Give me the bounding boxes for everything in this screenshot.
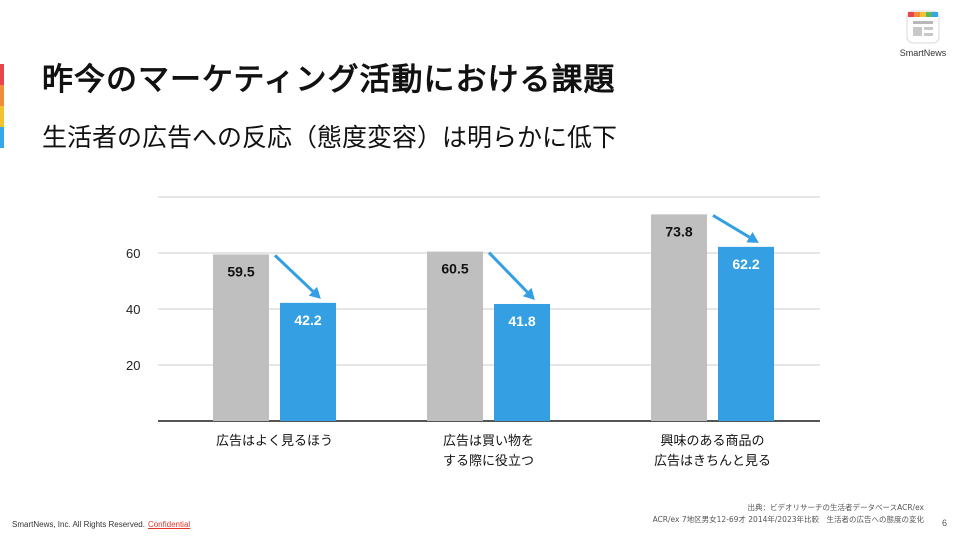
page-number: 6 [942, 518, 948, 528]
bar-value-label: 42.2 [294, 312, 321, 328]
confidential-link[interactable]: Confidential [147, 520, 191, 529]
decline-arrow [273, 254, 314, 293]
bar-value-label: 73.8 [665, 223, 692, 239]
y-tick-label: 40 [126, 302, 140, 317]
accent-strip-red [0, 64, 4, 85]
category-label: する際に役立つ [443, 454, 534, 469]
bar [280, 302, 336, 421]
bar-value-label: 41.8 [508, 313, 535, 329]
page-subtitle: 生活者の広告への反応（態度変容）は明らかに低下 [42, 123, 618, 152]
accent-strip-yellow [0, 106, 4, 127]
category-label: 広告はきちんと見る [654, 454, 771, 469]
y-tick-label: 60 [126, 246, 140, 261]
decline-arrow-head [308, 286, 321, 299]
source-note: 出典：ビデオリサーチの生活者データベースACR/ex ACR/ex 7地区男女1… [653, 502, 924, 526]
page-title: 昨今のマーケティング活動における課題 [42, 62, 616, 98]
accent-strip-orange [0, 85, 4, 106]
bar [718, 246, 774, 421]
decline-arrow-head [522, 287, 535, 300]
y-axis-ticks: 20 40 60 [126, 246, 140, 373]
smartnews-logo: SmartNews [894, 10, 952, 58]
bar [651, 214, 707, 421]
bars [213, 214, 774, 421]
category-label: 広告はよく見るほう [216, 434, 333, 449]
bar [494, 303, 550, 421]
decline-arrows [273, 214, 759, 300]
source-line-2: ACR/ex 7地区男女12-69才 2014年/2023年比較 生活者の広告へ… [652, 515, 924, 524]
footer-copyright: SmartNews, Inc. All Rights Reserved. [12, 520, 145, 529]
bar-value-label: 60.5 [441, 261, 468, 277]
bar [427, 251, 483, 421]
bar-value-label: 62.2 [732, 256, 759, 272]
source-line-1: 出典：ビデオリサーチの生活者データベースACR/ex [747, 503, 924, 512]
logo-text: SmartNews [899, 48, 947, 58]
bar [213, 254, 269, 421]
category-label: 興味のある商品の [660, 434, 764, 449]
decline-arrow-head [746, 232, 759, 243]
bar-value-label: 59.5 [227, 263, 254, 279]
bar-value-labels: 59.5 42.2 60.5 41.8 73.8 62.2 [227, 223, 759, 329]
y-tick-label: 20 [126, 358, 140, 373]
decline-arrow [487, 251, 529, 294]
footer: SmartNews, Inc. All Rights Reserved. Conf… [12, 520, 190, 529]
decline-arrow [712, 214, 751, 239]
accent-strip-blue [0, 127, 4, 148]
category-label: 広告は買い物を [443, 434, 534, 449]
smartnews-logo-icon [906, 10, 940, 44]
